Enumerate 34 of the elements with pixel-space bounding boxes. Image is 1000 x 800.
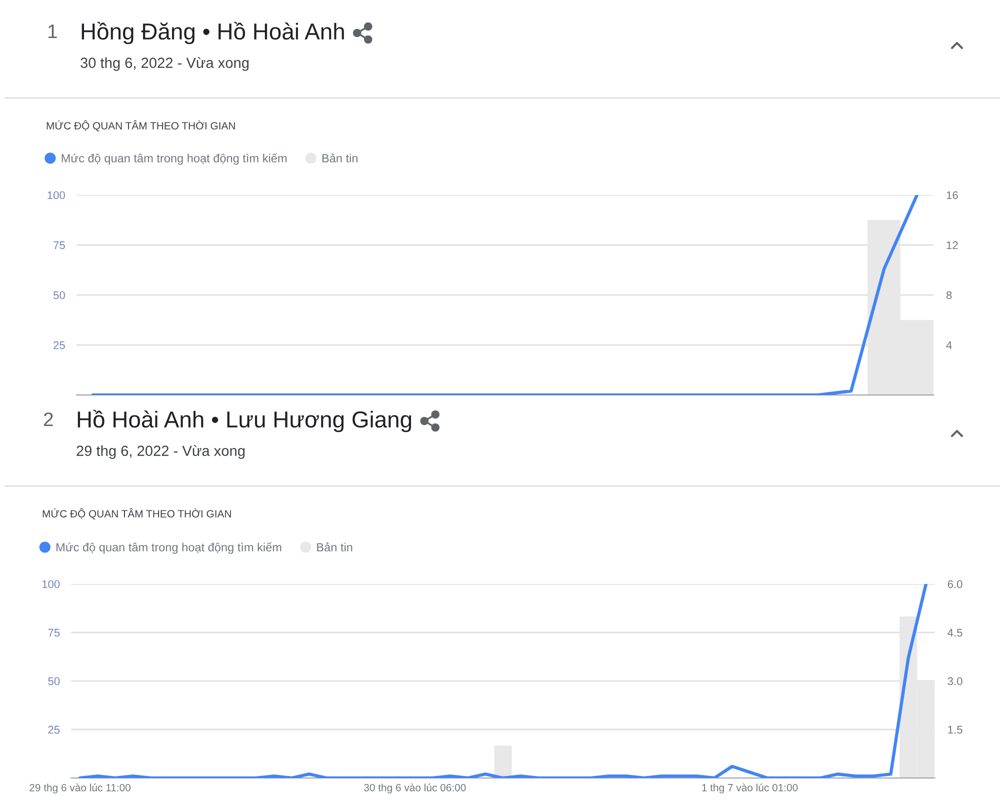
y-tick-label: 75 (54, 241, 65, 250)
y2-tick-label: 8 (946, 291, 952, 300)
text: 1 (48, 24, 57, 38)
y2-tick-label: 4.5 (948, 628, 962, 637)
x-tick-label: 1 thg 7 vào lúc 01:00 (702, 784, 798, 794)
chart-subtitle: 30 thg 6, 2022 - Vừa xong (80, 57, 249, 71)
y-tick-label: 100 (48, 191, 65, 200)
y2-tick-label: 16 (946, 191, 958, 200)
y-tick-label: 25 (48, 726, 60, 734)
chart-title: Hồ Hoài Anh • Lưu Hương Giang (78, 410, 412, 432)
legend-label: Bản tin (322, 154, 358, 162)
y-tick-label: 50 (48, 677, 60, 686)
chart-title: Hồng Đăng • Hồ Hoài Anh (82, 22, 344, 44)
y2-tick-label: 6.0 (948, 580, 962, 588)
y-tick-label: 25 (54, 341, 65, 350)
y2-tick-label: 4 (946, 341, 952, 350)
x-tick-label: 30 thg 6 vào lúc 06:00 (364, 784, 466, 794)
y2-tick-label: 12 (946, 241, 958, 250)
legend-label: Mức độ quan tâm trong hoạt động tìm kiếm (56, 542, 282, 554)
x-tick-label: 29 thg 6 vào lúc 11:00 (30, 784, 130, 794)
y-tick-label: 75 (48, 628, 60, 637)
y2-tick-label: 1.5 (948, 726, 962, 734)
legend-label: Mức độ quan tâm trong hoạt động tìm kiếm (62, 153, 286, 165)
legend-label: Bản tin (317, 542, 352, 552)
line-series (91, 195, 919, 395)
line-series (78, 584, 928, 778)
text: MỨC ĐỘ QUAN TÂM THEO THỜI GIAN (46, 120, 235, 132)
y-tick-label: 100 (42, 580, 60, 588)
chart-subtitle: 29 thg 6, 2022 - Vừa xong (76, 445, 245, 459)
y2-tick-label: 3.0 (948, 677, 962, 686)
bar (494, 746, 512, 778)
text: MỨC ĐỘ QUAN TÂM THEO THỜI GIAN (42, 508, 231, 520)
text: 2 (44, 412, 53, 426)
y-tick-label: 50 (53, 291, 65, 300)
